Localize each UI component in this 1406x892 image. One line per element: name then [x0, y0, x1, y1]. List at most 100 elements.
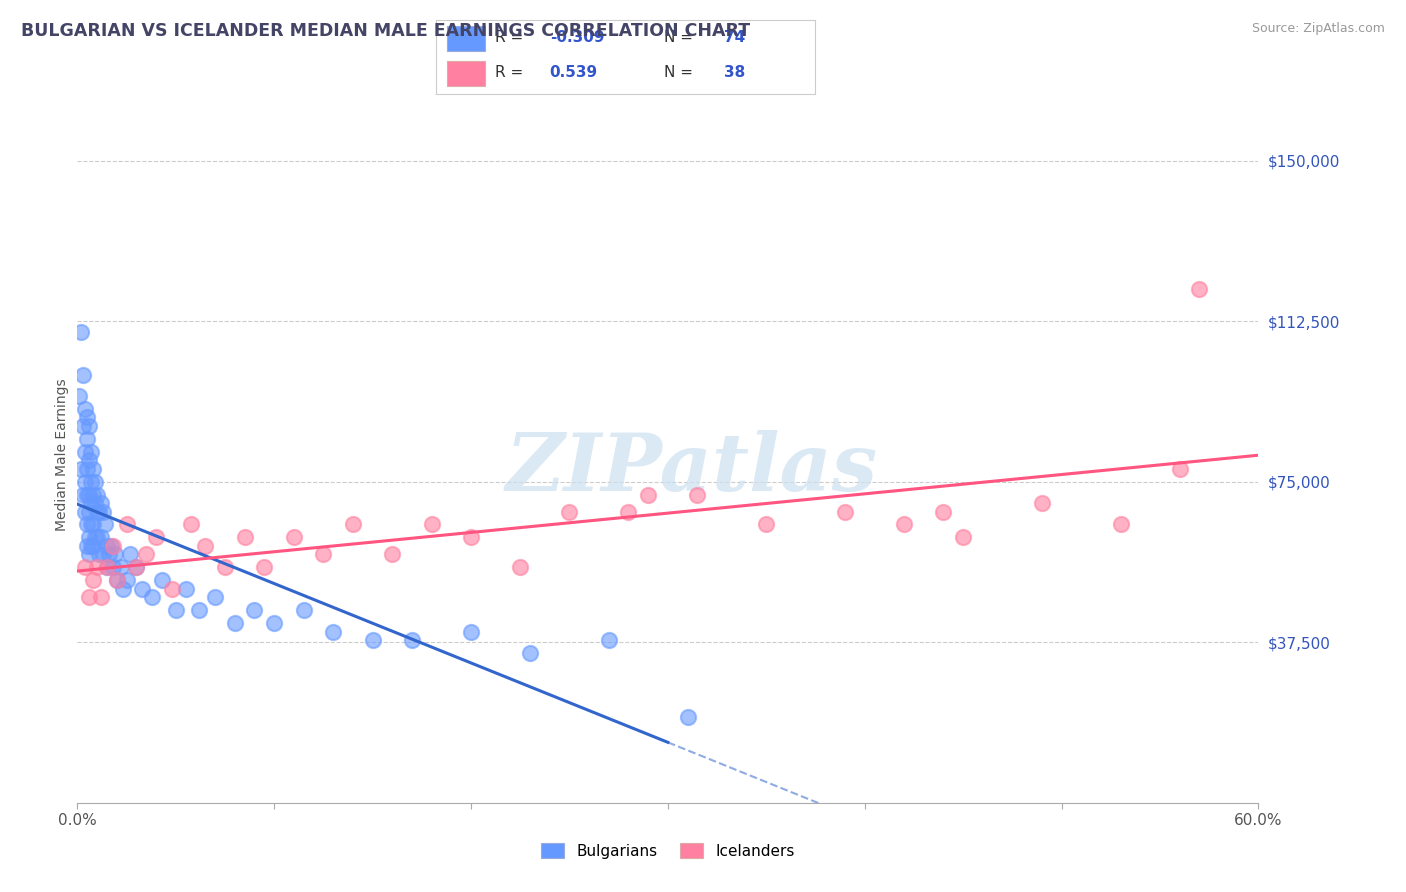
- Point: [75, 505, 97, 519]
- Point: [519, 646, 541, 660]
- Point: [111, 582, 134, 596]
- Point: [460, 624, 482, 639]
- Point: [90, 496, 112, 510]
- Point: [82, 539, 104, 553]
- Point: [312, 548, 335, 562]
- Text: 74: 74: [724, 30, 745, 45]
- Point: [115, 517, 138, 532]
- Point: [381, 548, 404, 562]
- Point: [87, 548, 110, 562]
- Point: [76, 487, 98, 501]
- Point: [104, 548, 127, 562]
- Point: [342, 517, 364, 532]
- Point: [91, 548, 114, 562]
- Point: [637, 487, 659, 501]
- Point: [77, 548, 100, 562]
- Point: [80, 539, 103, 553]
- Point: [86, 560, 108, 574]
- Text: R =: R =: [495, 30, 523, 45]
- Point: [292, 603, 315, 617]
- Point: [84, 530, 107, 544]
- Point: [72, 487, 94, 501]
- Point: [80, 444, 103, 458]
- Point: [1109, 517, 1132, 532]
- Point: [97, 548, 120, 562]
- Point: [598, 633, 620, 648]
- Text: -0.309: -0.309: [550, 30, 605, 45]
- Point: [72, 419, 94, 434]
- Point: [253, 560, 276, 574]
- Point: [80, 517, 103, 532]
- Bar: [447, 26, 485, 51]
- Point: [834, 505, 856, 519]
- Point: [82, 573, 104, 587]
- Point: [82, 487, 104, 501]
- Point: [233, 530, 256, 544]
- Point: [77, 453, 100, 467]
- Point: [72, 368, 94, 382]
- Point: [509, 560, 531, 574]
- Point: [70, 462, 93, 476]
- Point: [686, 487, 709, 501]
- Point: [75, 475, 97, 489]
- Point: [224, 615, 246, 630]
- Point: [76, 432, 98, 446]
- Point: [100, 539, 122, 553]
- Point: [77, 591, 100, 605]
- Text: Source: ZipAtlas.com: Source: ZipAtlas.com: [1251, 22, 1385, 36]
- Point: [194, 539, 217, 553]
- Point: [214, 560, 236, 574]
- Point: [77, 505, 100, 519]
- Point: [75, 560, 97, 574]
- Point: [283, 530, 305, 544]
- Point: [77, 419, 100, 434]
- Point: [105, 573, 128, 587]
- Text: R =: R =: [495, 65, 523, 80]
- Point: [86, 530, 108, 544]
- Point: [204, 591, 226, 605]
- Point: [76, 462, 98, 476]
- Point: [96, 560, 118, 574]
- Point: [70, 325, 93, 339]
- Point: [243, 603, 266, 617]
- Point: [1188, 282, 1211, 296]
- Point: [893, 517, 915, 532]
- Point: [110, 560, 132, 574]
- Point: [84, 475, 107, 489]
- Point: [86, 505, 108, 519]
- Point: [76, 410, 98, 425]
- Point: [952, 530, 974, 544]
- Text: 38: 38: [724, 65, 745, 80]
- Point: [67, 389, 90, 403]
- Point: [135, 548, 157, 562]
- Point: [120, 548, 142, 562]
- Point: [460, 530, 482, 544]
- Legend: Bulgarians, Icelanders: Bulgarians, Icelanders: [534, 837, 801, 864]
- Point: [101, 560, 124, 574]
- Text: N =: N =: [664, 65, 693, 80]
- Point: [96, 560, 118, 574]
- Point: [75, 444, 97, 458]
- Text: 0.539: 0.539: [550, 65, 598, 80]
- Bar: [447, 61, 485, 87]
- Point: [1031, 496, 1053, 510]
- Point: [115, 573, 138, 587]
- Point: [131, 582, 153, 596]
- Text: ZIPatlas: ZIPatlas: [505, 430, 877, 508]
- Point: [105, 573, 128, 587]
- Point: [75, 401, 97, 416]
- Point: [160, 582, 183, 596]
- Point: [125, 560, 148, 574]
- Point: [91, 505, 114, 519]
- Point: [80, 475, 103, 489]
- Point: [77, 530, 100, 544]
- Point: [263, 615, 285, 630]
- Point: [82, 517, 104, 532]
- Point: [80, 496, 103, 510]
- Text: N =: N =: [664, 30, 693, 45]
- Point: [125, 560, 148, 574]
- Point: [77, 487, 100, 501]
- Point: [401, 633, 423, 648]
- Point: [145, 530, 167, 544]
- Point: [420, 517, 443, 532]
